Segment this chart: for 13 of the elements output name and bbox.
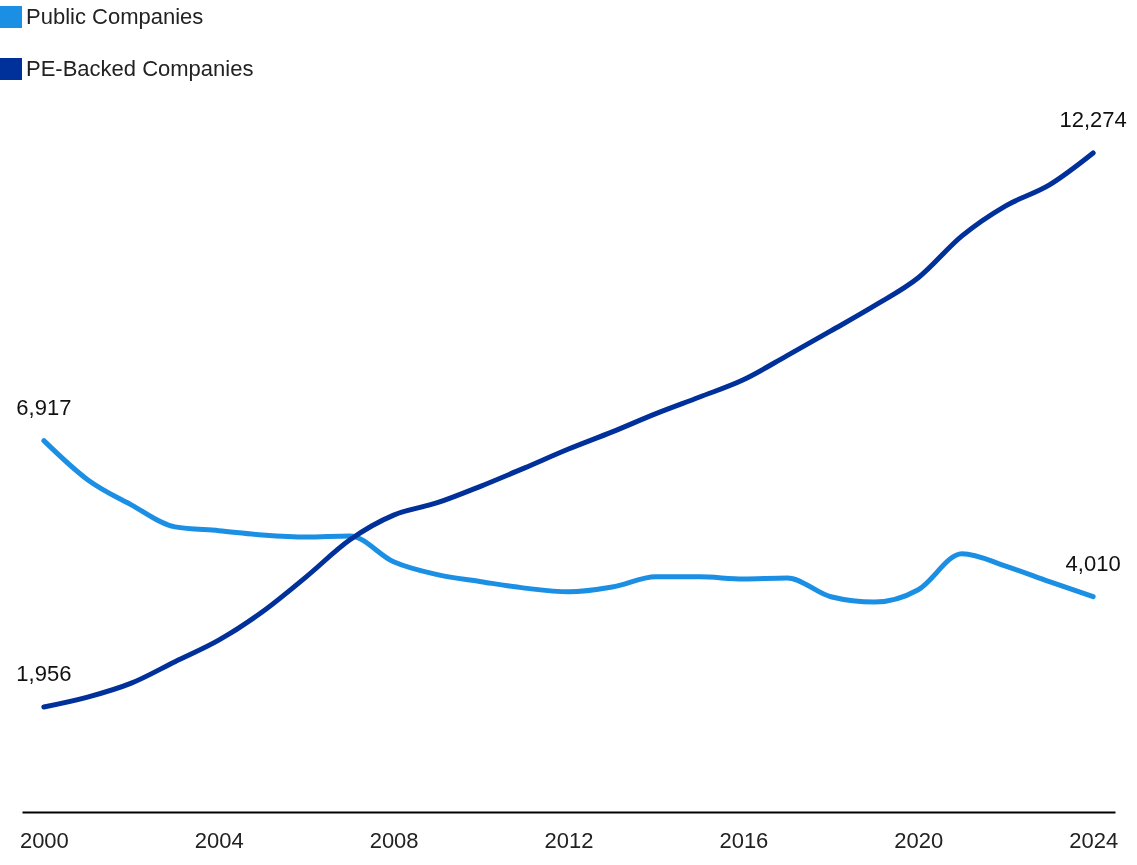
data-label: 1,956 [16, 660, 72, 686]
data-label: 4,010 [1065, 550, 1121, 576]
x-tick-label: 2012 [544, 827, 594, 853]
data-label: 6,917 [16, 394, 72, 420]
x-tick-label: 2024 [1069, 827, 1119, 853]
x-tick-label: 2016 [719, 827, 769, 853]
legend-label: Public Companies [26, 4, 204, 29]
x-tick-label: 2000 [19, 827, 69, 853]
x-tick-label: 2020 [894, 827, 944, 853]
x-tick-label: 2008 [369, 827, 419, 853]
legend-label: PE-Backed Companies [26, 56, 254, 81]
data-label: 12,274 [1059, 107, 1127, 132]
x-tick-label: 2004 [194, 827, 244, 853]
